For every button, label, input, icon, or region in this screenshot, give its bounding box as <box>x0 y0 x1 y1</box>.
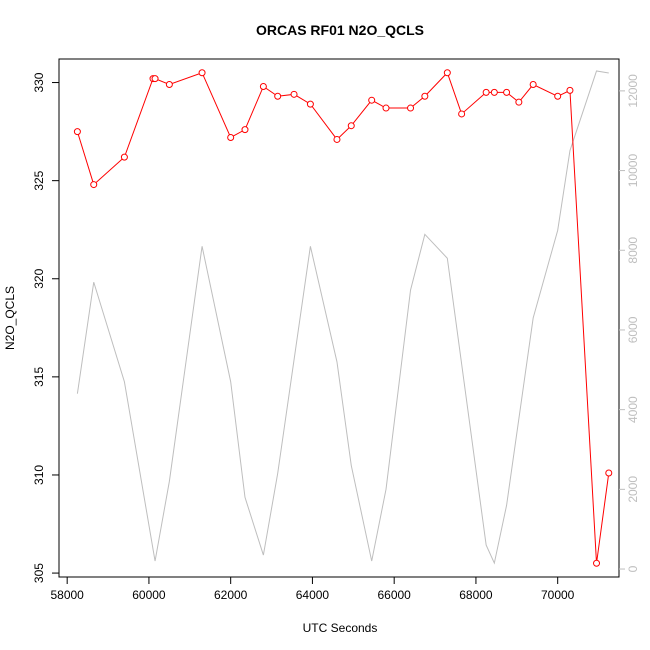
data-point <box>529 81 537 89</box>
chart-title: ORCAS RF01 N2O_QCLS <box>256 22 424 38</box>
data-point <box>490 88 498 96</box>
data-point <box>482 88 490 96</box>
x-tick-label: 70000 <box>541 588 575 602</box>
data-point <box>566 86 574 94</box>
y2-tick-label: 4000 <box>626 396 640 423</box>
series-line-1 <box>76 70 609 565</box>
plot-frame <box>58 58 620 578</box>
data-point <box>306 100 314 108</box>
data-point <box>407 104 415 112</box>
y-tick-label: 315 <box>32 367 46 387</box>
y-tick-label: 310 <box>32 465 46 485</box>
data-point <box>241 126 249 134</box>
data-point <box>605 469 613 477</box>
x-tick-label: 60000 <box>132 588 166 602</box>
data-point <box>198 69 206 77</box>
data-point <box>503 88 511 96</box>
y2-tick-label: 6000 <box>626 316 640 343</box>
y2-tick-label: 2000 <box>626 476 640 503</box>
data-point <box>382 104 390 112</box>
y-axis-right: 0 2000 4000 6000 8000 10000 12000 <box>619 74 640 572</box>
data-point <box>290 90 298 98</box>
x-axis-label: UTC Seconds <box>303 621 378 635</box>
y-tick-label: 305 <box>32 563 46 583</box>
data-point <box>259 82 267 90</box>
x-tick-label: 68000 <box>459 588 493 602</box>
x-tick-label: 62000 <box>214 588 248 602</box>
data-point <box>443 69 451 77</box>
data-point <box>333 135 341 143</box>
data-point <box>227 133 235 141</box>
y-tick-label: 330 <box>32 72 46 92</box>
data-point <box>554 92 562 100</box>
data-point <box>593 559 601 567</box>
data-point <box>73 128 81 136</box>
data-point <box>515 98 523 106</box>
y-tick-label: 320 <box>32 268 46 288</box>
y2-tick-label: 10000 <box>626 154 640 188</box>
y2-tick-label: 8000 <box>626 237 640 264</box>
data-point <box>120 153 128 161</box>
data-point <box>421 92 429 100</box>
data-point <box>165 81 173 89</box>
data-point <box>90 181 98 189</box>
y2-tick-label: 0 <box>626 565 640 572</box>
y-axis-label: N2O_QCLS <box>3 286 17 350</box>
series-layer <box>73 69 613 567</box>
x-tick-label: 66000 <box>377 588 411 602</box>
data-point <box>368 96 376 104</box>
data-point <box>458 110 466 118</box>
data-point <box>274 92 282 100</box>
y-axis-left: 305 310 315 320 325 330 <box>32 72 59 583</box>
data-point <box>347 122 355 130</box>
x-tick-label: 58000 <box>50 588 84 602</box>
y-tick-label: 325 <box>32 170 46 190</box>
x-axis: 58000 60000 62000 64000 66000 68000 70000 <box>50 577 575 602</box>
data-point <box>151 75 159 83</box>
x-tick-label: 64000 <box>296 588 330 602</box>
y2-tick-label: 12000 <box>626 74 640 108</box>
